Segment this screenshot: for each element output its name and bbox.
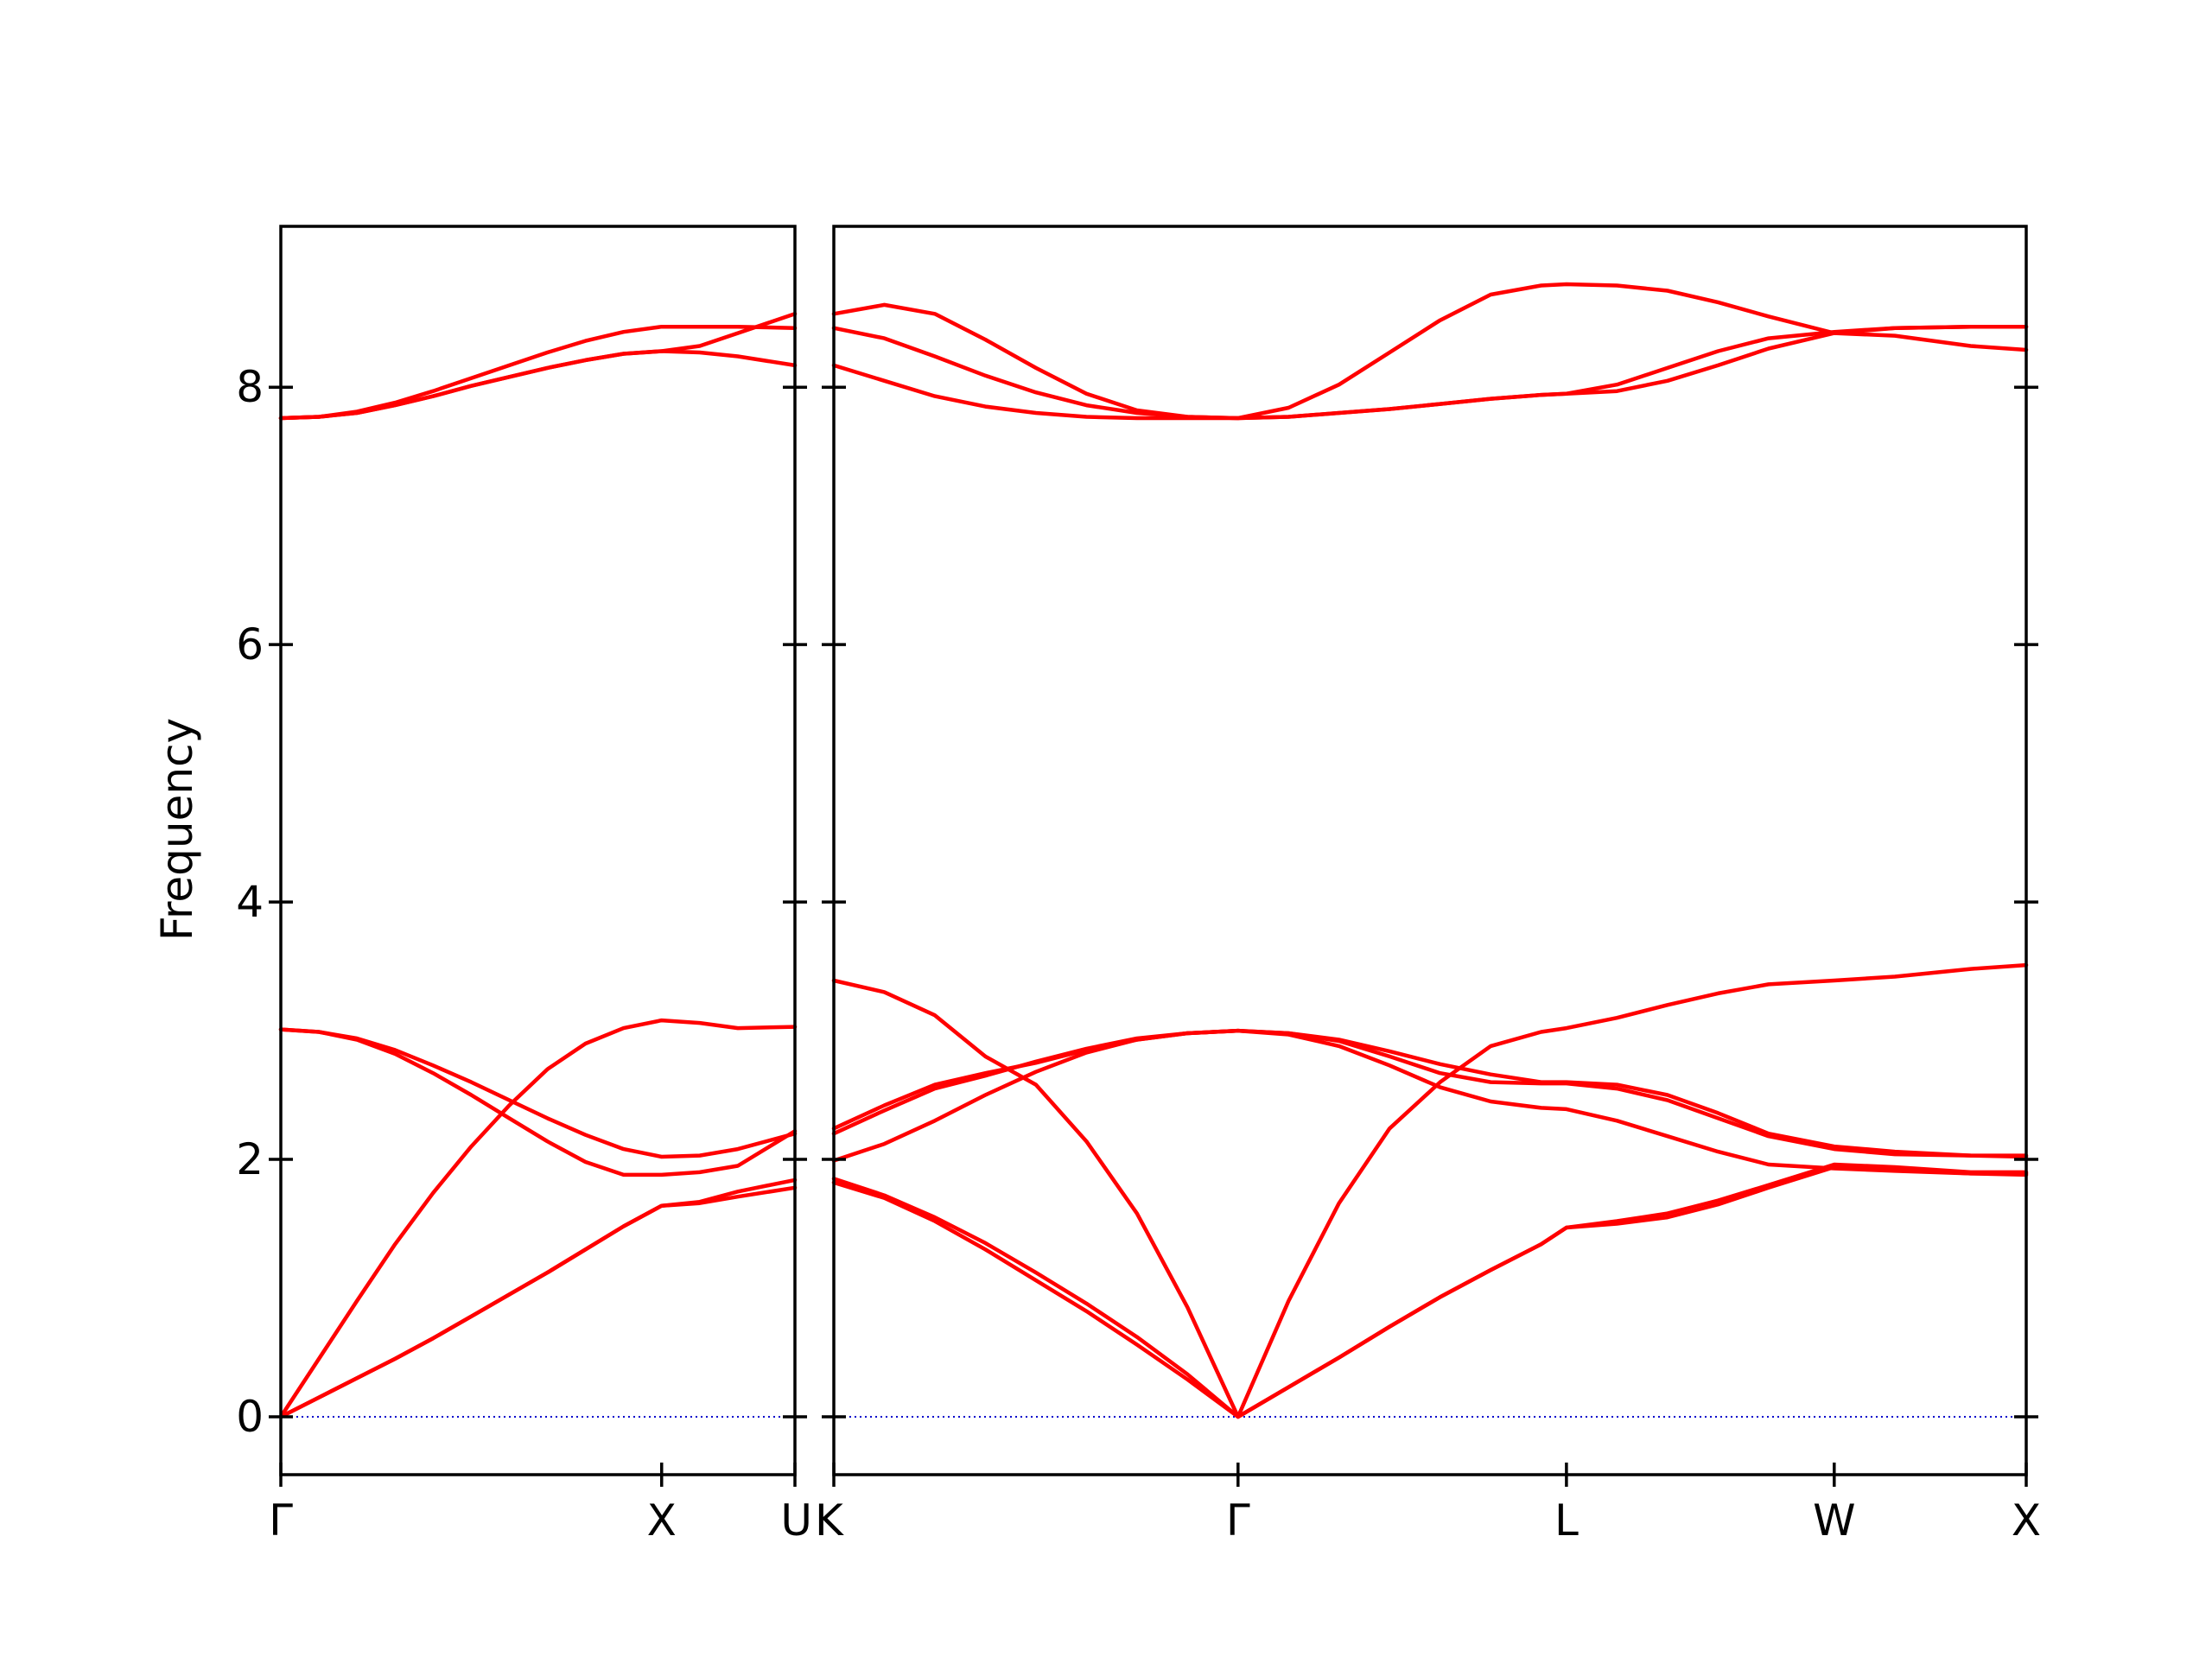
y-tick-label: 8 xyxy=(236,362,264,412)
x-tick-label: X xyxy=(2012,1495,2041,1546)
x-tick-label: U xyxy=(780,1495,812,1546)
phonon-band-line xyxy=(278,312,798,421)
plot-frame xyxy=(279,225,797,1476)
phonon-band-line xyxy=(278,1185,798,1419)
phonon-band-line xyxy=(831,1028,2029,1177)
y-tick-label: 2 xyxy=(236,1134,264,1184)
x-tick-label: W xyxy=(1813,1495,1855,1546)
phonon-band-line xyxy=(831,1165,2029,1419)
phonon-band-line xyxy=(831,324,2029,421)
phonon-band-line xyxy=(278,349,798,421)
x-tick-label: X xyxy=(647,1495,677,1546)
phonon-band-line xyxy=(831,1162,2029,1419)
y-tick-label: 6 xyxy=(236,619,264,670)
x-tick-label: Γ xyxy=(1226,1495,1250,1546)
y-tick-labels: 0 2 4 6 8 xyxy=(236,362,264,1442)
phonon-band-line xyxy=(278,1027,798,1159)
y-tick-label: 0 xyxy=(236,1392,264,1442)
plot-frame xyxy=(832,225,2028,1476)
phonon-band-line xyxy=(831,962,2029,1419)
y-tick-label: 4 xyxy=(236,877,264,927)
phonon-band-line xyxy=(831,282,2029,421)
x-tick-label: L xyxy=(1554,1495,1579,1546)
y-axis-title: Frequency xyxy=(152,718,202,941)
phonon-band-line xyxy=(278,1018,798,1419)
x-tick-label: Γ xyxy=(269,1495,293,1546)
x-tick-label: K xyxy=(815,1495,844,1546)
phonon-band-line xyxy=(831,1028,2029,1159)
